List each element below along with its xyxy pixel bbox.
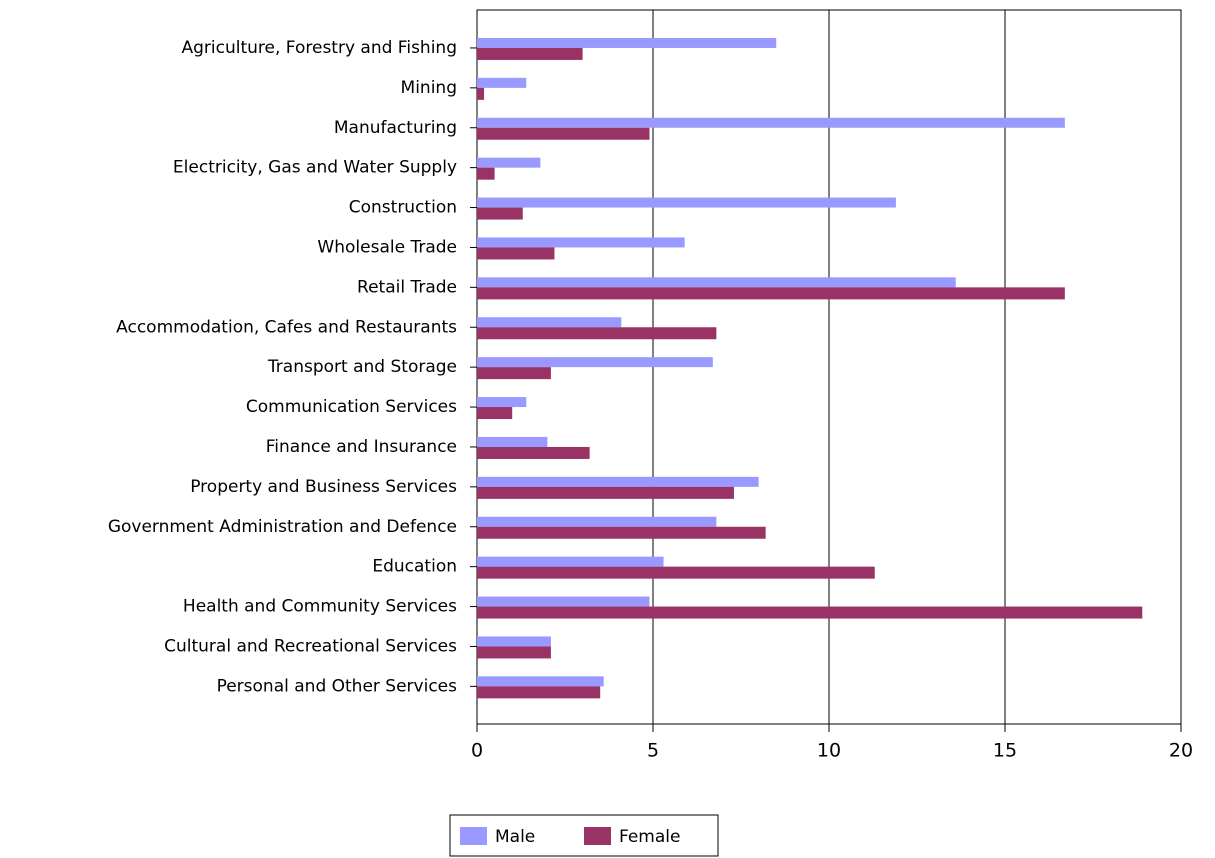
bar [477,327,717,340]
bar [477,127,650,140]
bar [477,237,685,248]
bar [477,77,527,88]
x-tick-label: 20 [1169,740,1193,762]
bar [477,606,1143,619]
bar [477,397,527,408]
y-tick-label: Personal and Other Services [217,676,458,696]
bar [477,556,664,567]
bar [477,197,896,208]
x-tick-label: 5 [647,740,659,762]
bar [477,676,604,687]
y-tick-label: Transport and Storage [267,357,457,377]
bar [477,446,590,459]
y-tick-label: Construction [349,198,457,218]
x-tick-label: 15 [993,740,1017,762]
bar [477,277,956,288]
bar [477,636,551,647]
bar [477,486,734,499]
y-tick-label: Mining [401,78,457,98]
y-tick-label: Communication Services [246,397,457,417]
y-tick-label: Electricity, Gas and Water Supply [173,158,457,178]
y-tick-label: Retail Trade [357,277,457,297]
y-tick-label: Manufacturing [334,118,457,138]
bar [477,367,551,380]
bar [477,436,548,447]
y-tick-label: Finance and Insurance [266,437,457,457]
bar [477,317,622,328]
bar [477,247,555,260]
y-tick-label: Health and Community Services [183,597,457,617]
y-tick-label: Government Administration and Defence [108,517,457,537]
bar [477,157,541,168]
y-tick-label: Agriculture, Forestry and Fishing [182,38,458,58]
bar [477,407,513,420]
y-tick-label: Property and Business Services [190,477,457,497]
bar [477,207,523,220]
legend-label: Male [495,827,535,847]
y-tick-label: Accommodation, Cafes and Restaurants [116,317,457,337]
legend-swatch [584,827,611,845]
x-tick-label: 0 [471,740,483,762]
bar [477,287,1065,300]
bar [477,526,766,539]
bar [477,596,650,607]
y-tick-label: Wholesale Trade [317,237,457,257]
bar [477,87,485,100]
legend-label: Female [619,827,680,847]
bar [477,47,583,60]
bar [477,476,759,487]
bar [477,646,551,659]
bar [477,566,875,579]
y-tick-label: Education [372,557,457,577]
legend-swatch [460,827,487,845]
bar [477,167,495,180]
bar [477,357,713,368]
x-tick-label: 10 [817,740,841,762]
bar [477,516,717,527]
bar [477,117,1065,128]
bar [477,686,601,699]
bar [477,37,777,48]
y-tick-label: Cultural and Recreational Services [164,636,457,656]
